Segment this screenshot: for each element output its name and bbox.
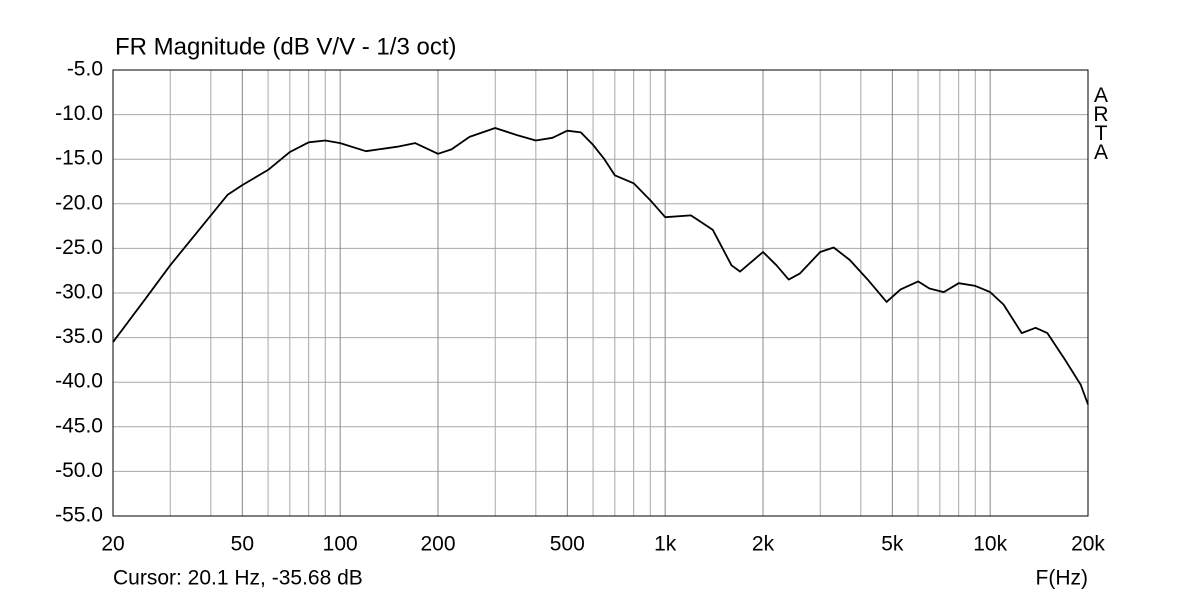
x-tick-label: 20k <box>1071 533 1105 556</box>
y-tick-label: -15.0 <box>55 147 103 170</box>
x-axis-label: F(Hz) <box>1036 567 1088 590</box>
plot-frame <box>112 69 1089 517</box>
y-tick-label: -55.0 <box>55 504 103 527</box>
x-tick-label: 5k <box>881 533 904 556</box>
cursor-readout: Cursor: 20.1 Hz, -35.68 dB <box>113 567 363 590</box>
x-tick-label: 2k <box>752 533 775 556</box>
y-tick-label: -30.0 <box>55 281 103 304</box>
y-tick-label: -50.0 <box>55 459 103 482</box>
response-curve <box>112 127 1089 405</box>
y-tick-label: -20.0 <box>55 191 103 214</box>
y-tick-label: -25.0 <box>55 236 103 259</box>
chart-title: FR Magnitude (dB V/V - 1/3 oct) <box>115 33 456 60</box>
y-tick-label: -35.0 <box>55 325 103 348</box>
x-tick-label: 1k <box>654 533 677 556</box>
y-tick-label: -45.0 <box>55 414 103 437</box>
y-tick-label: -10.0 <box>55 102 103 125</box>
x-tick-label: 200 <box>420 533 455 556</box>
y-tick-label: -5.0 <box>67 58 103 81</box>
watermark: ARTA <box>1090 84 1113 160</box>
x-tick-label: 500 <box>550 533 585 556</box>
y-tick-label: -40.0 <box>55 370 103 393</box>
x-tick-label: 10k <box>973 533 1007 556</box>
x-tick-label: 20 <box>101 533 124 556</box>
x-tick-label: 50 <box>231 533 254 556</box>
x-tick-label: 100 <box>323 533 358 556</box>
